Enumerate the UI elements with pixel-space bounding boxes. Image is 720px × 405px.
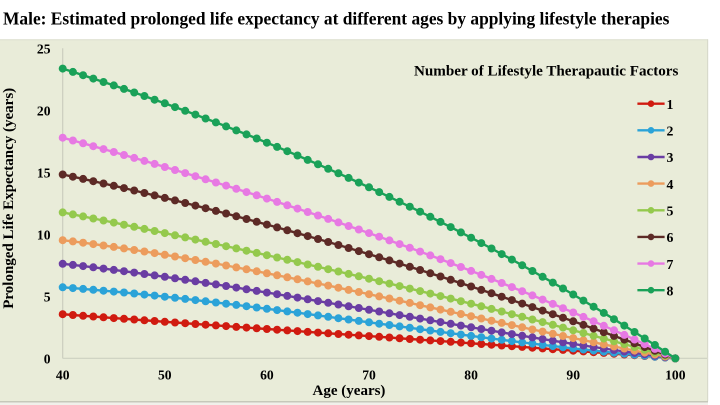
svg-text:7: 7 xyxy=(667,257,674,272)
svg-text:25: 25 xyxy=(37,41,51,56)
svg-text:Age (years): Age (years) xyxy=(313,383,386,399)
svg-text:20: 20 xyxy=(37,103,51,118)
svg-text:40: 40 xyxy=(56,368,70,383)
svg-text:1: 1 xyxy=(667,97,674,112)
svg-text:2: 2 xyxy=(667,124,674,139)
svg-text:80: 80 xyxy=(464,368,478,383)
svg-text:10: 10 xyxy=(37,227,51,242)
svg-text:Number of Lifestyle Therapauti: Number of Lifestyle Therapautic Factors xyxy=(414,64,679,80)
svg-text:8: 8 xyxy=(667,283,674,298)
svg-text:Prolonged Life Expectancy (yea: Prolonged Life Expectancy (years) xyxy=(1,88,17,309)
svg-text:90: 90 xyxy=(566,368,580,383)
svg-text:Male: Estimated prolonged life: Male: Estimated prolonged life expectanc… xyxy=(3,9,670,29)
svg-text:70: 70 xyxy=(362,368,376,383)
svg-text:60: 60 xyxy=(260,368,274,383)
svg-text:100: 100 xyxy=(665,368,686,383)
svg-text:15: 15 xyxy=(37,165,51,180)
svg-text:6: 6 xyxy=(667,230,674,245)
svg-text:0: 0 xyxy=(44,351,51,366)
svg-text:3: 3 xyxy=(667,150,674,165)
svg-text:4: 4 xyxy=(667,177,674,192)
svg-text:5: 5 xyxy=(667,204,674,219)
svg-text:50: 50 xyxy=(158,368,172,383)
svg-text:5: 5 xyxy=(44,289,51,304)
